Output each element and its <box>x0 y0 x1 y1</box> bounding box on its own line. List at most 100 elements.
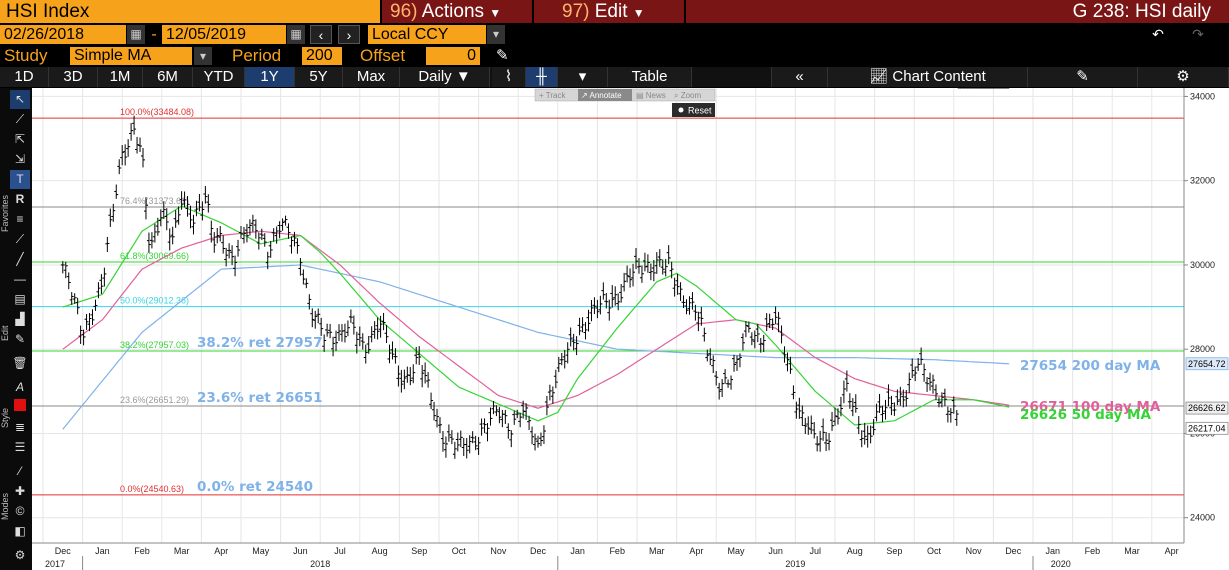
price-bar <box>66 272 71 290</box>
price-bar <box>931 374 936 394</box>
price-bar <box>892 402 897 416</box>
fib-level-label: 38.2%(27957.03) <box>120 340 189 350</box>
chart-content-button[interactable]: 📈︎ Chart Content <box>828 67 1028 87</box>
prev-arrow-icon[interactable]: ‹ <box>310 25 332 44</box>
chevron-down-icon[interactable]: ▾ <box>487 25 505 44</box>
zoom-out-icon[interactable]: ⇲ <box>14 152 26 166</box>
calendar-icon[interactable]: ▦ <box>127 25 145 44</box>
price-bar <box>619 283 624 303</box>
price-bar <box>334 330 339 352</box>
redo-icon[interactable]: ↷ <box>1187 25 1209 44</box>
pen-icon[interactable]: ✎ <box>14 332 26 346</box>
price-bar <box>687 296 692 315</box>
gear-icon[interactable]: ⚙ <box>1138 67 1229 87</box>
x-tick-label: Jan <box>570 546 585 556</box>
cursor-icon[interactable]: ↖ <box>10 90 30 109</box>
price-bar <box>586 309 591 332</box>
range-1d[interactable]: 1D <box>0 67 49 87</box>
range-3d[interactable]: 3D <box>49 67 98 87</box>
edit-menu[interactable]: 97) Edit ▼ <box>534 0 684 23</box>
cycle-icon[interactable]: © <box>15 504 25 518</box>
price-bar <box>337 324 342 341</box>
price-bar <box>625 265 630 283</box>
snap-icon[interactable]: ✚ <box>14 484 26 498</box>
range-1y[interactable]: 1Y <box>245 67 295 87</box>
price-bar <box>743 321 748 338</box>
magnet-icon[interactable]: ⁄ <box>18 464 21 478</box>
calendar-icon[interactable]: ▦ <box>287 25 305 44</box>
frequency-select[interactable]: Daily ▼ <box>400 67 490 87</box>
price-bar <box>527 415 532 431</box>
layers-icon[interactable]: ◧ <box>14 524 26 538</box>
price-bar <box>800 405 805 427</box>
segment-icon[interactable]: ╱ <box>16 252 24 266</box>
zoom-in-icon[interactable]: ⇱ <box>14 132 26 146</box>
chart-area[interactable]: 100.0%(33484.08) 76.4%(31373.61) 61.8%(300… <box>32 88 1229 570</box>
trend-line-icon[interactable]: ⟋ <box>15 232 25 246</box>
font-icon[interactable]: A <box>15 380 24 394</box>
reset-button[interactable] <box>672 103 715 117</box>
fib-icon[interactable]: ≡ <box>16 212 24 226</box>
x-tick-label: Sep <box>411 546 427 556</box>
x-tick-label: Aug <box>372 546 388 556</box>
regression-icon[interactable]: R <box>15 192 25 206</box>
chevron-down-icon[interactable]: ▾ <box>194 47 212 65</box>
price-bar <box>414 346 419 365</box>
tool-popup[interactable]: + Track ↗ Annotate ▤ News ⌕ Zoom Reset <box>534 88 716 117</box>
channel-icon[interactable]: ▤ <box>14 292 26 306</box>
line-chart-icon[interactable]: ⌇ <box>492 67 526 87</box>
gear-icon[interactable]: ⚙ <box>14 548 26 562</box>
text-icon[interactable]: T <box>10 170 30 189</box>
edit-chart-icon[interactable]: ✎ <box>1028 67 1138 87</box>
price-bar <box>847 393 852 409</box>
undo-icon[interactable]: ↶ <box>1147 25 1169 44</box>
table-button[interactable]: Table <box>608 67 692 87</box>
price-chart[interactable]: 100.0%(33484.08) 76.4%(31373.61) 61.8%(300… <box>32 88 1229 570</box>
bar-chart-icon[interactable]: ╫ <box>526 67 558 87</box>
color-icon[interactable] <box>10 398 30 417</box>
price-bar <box>316 308 321 324</box>
start-date-field[interactable]: 02/26/2018 <box>0 25 126 44</box>
price-bar <box>610 285 615 308</box>
line-style-icon[interactable]: ☰ <box>14 440 26 454</box>
chevron-down-icon[interactable]: ▾ <box>558 67 608 87</box>
popup-item[interactable]: + Track <box>539 91 566 100</box>
offset-input[interactable]: 0 <box>426 47 480 65</box>
range-6m[interactable]: 6M <box>143 67 193 87</box>
brush-icon[interactable]: ▟ <box>15 312 25 326</box>
range-ytd[interactable]: YTD <box>193 67 245 87</box>
price-bar <box>244 223 249 243</box>
price-bar <box>734 355 739 371</box>
price-bar <box>176 206 181 225</box>
end-date-field[interactable]: 12/05/2019 <box>162 25 286 44</box>
popup-item[interactable]: ↗ Annotate <box>581 91 622 100</box>
range-max[interactable]: Max <box>343 67 400 87</box>
period-input[interactable]: 200 <box>302 47 342 65</box>
ticker-field[interactable]: HSI Index <box>0 0 380 23</box>
line-weight-icon[interactable]: ≣ <box>14 420 26 434</box>
ma-label: 26626 50 day MA <box>1020 407 1151 423</box>
price-bar <box>663 258 668 277</box>
last-value-badge: 26626.62 <box>1185 401 1229 415</box>
price-bar <box>648 263 653 281</box>
trash-icon[interactable]: 🗑︎ <box>12 356 28 370</box>
popup-item[interactable]: ▤ News <box>636 91 666 100</box>
price-bar <box>313 310 318 329</box>
price-bar <box>806 416 811 435</box>
price-bar <box>476 436 481 455</box>
currency-select[interactable]: Local CCY <box>368 25 486 44</box>
collapse-icon[interactable]: « <box>772 67 828 87</box>
range-5y[interactable]: 5Y <box>295 67 343 87</box>
pencil-icon[interactable]: ✎ <box>496 47 509 64</box>
price-bar <box>304 278 309 289</box>
price-bar <box>93 299 98 311</box>
range-1m[interactable]: 1M <box>98 67 143 87</box>
next-arrow-icon[interactable]: › <box>338 25 360 44</box>
study-select[interactable]: Simple MA <box>70 47 192 65</box>
popup-item[interactable]: ⌕ Zoom <box>674 91 701 100</box>
actions-menu[interactable]: 96) Actions ▼ <box>382 0 532 23</box>
line-draw-icon[interactable]: ⟋ <box>15 112 25 126</box>
retracement-annotation: 23.6% ret 26651 <box>197 390 322 406</box>
horizontal-line-icon[interactable]: — <box>14 272 26 286</box>
price-bar <box>396 365 401 387</box>
